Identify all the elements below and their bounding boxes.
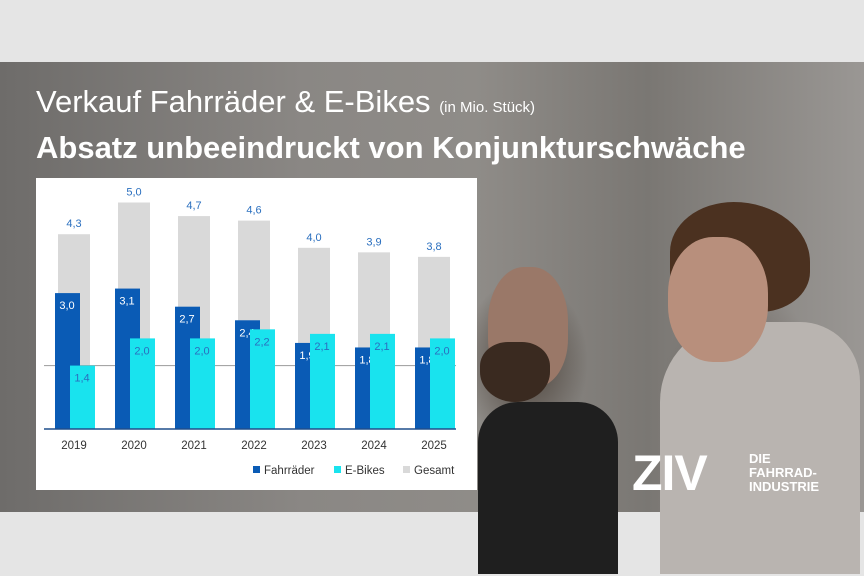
- chart-panel: 4,3 5,0 4,7 4,6 4,0 3,9 3,8 3,0 1,4 2019 3,1 2,0 202…: [36, 178, 477, 490]
- data-label-ebikes: 2,0: [134, 345, 149, 357]
- data-label-ebikes: 1,4: [74, 373, 89, 385]
- data-label-ebikes: 2,0: [194, 345, 209, 357]
- legend-swatch: [334, 466, 341, 473]
- data-label-ebikes: 2,1: [374, 341, 389, 353]
- legend-swatch: [403, 466, 410, 473]
- bar-ebikes: [430, 338, 455, 429]
- x-tick-label: 2021: [181, 440, 207, 452]
- x-tick-label: 2020: [121, 440, 147, 452]
- tagline-line: DIE: [749, 451, 771, 466]
- bar-ebikes: [130, 338, 155, 429]
- photo-person: [660, 322, 860, 574]
- legend-label: Fahrräder: [264, 465, 315, 477]
- bar-ebikes: [250, 329, 275, 429]
- x-tick-label: 2025: [421, 440, 447, 452]
- data-label-fahrraeder: 3,1: [119, 296, 134, 308]
- page-subtitle: Absatz unbeeindruckt von Konjunkturschwä…: [36, 130, 746, 165]
- x-tick-label: 2022: [241, 440, 267, 452]
- data-label-fahrraeder: 3,0: [59, 300, 74, 312]
- photo-person: [668, 237, 768, 362]
- data-label-gesamt: 3,8: [426, 241, 441, 253]
- legend-swatch: [253, 466, 260, 473]
- data-label-ebikes: 2,0: [434, 345, 449, 357]
- legend-label: E-Bikes: [345, 465, 385, 477]
- x-tick-label: 2023: [301, 440, 327, 452]
- title-unit: (in Mio. Stück): [439, 99, 536, 116]
- bar-ebikes: [70, 365, 95, 429]
- x-tick-label: 2019: [61, 440, 87, 452]
- data-label-gesamt: 5,0: [126, 187, 141, 199]
- data-label-gesamt: 3,9: [366, 236, 381, 248]
- bar-ebikes: [370, 333, 395, 429]
- data-label-ebikes: 2,2: [254, 336, 269, 348]
- x-tick-label: 2024: [361, 440, 387, 452]
- data-label-gesamt: 4,6: [246, 205, 261, 217]
- logo-mark: ZIV: [632, 445, 708, 501]
- data-label-ebikes: 2,1: [314, 341, 329, 353]
- title-text: Verkauf Fahrräder & E-Bikes: [36, 84, 431, 119]
- tagline-line: INDUSTRIE: [749, 479, 820, 494]
- photo-person: [480, 342, 550, 402]
- tagline-line: FAHRRAD-: [749, 465, 817, 480]
- data-label-gesamt: 4,7: [186, 200, 201, 212]
- logo-tagline: DIE FAHRRAD- INDUSTRIE: [749, 452, 819, 494]
- data-label-fahrraeder: 2,7: [179, 314, 194, 326]
- bar-ebikes: [190, 338, 215, 429]
- data-label-gesamt: 4,3: [66, 218, 81, 230]
- data-label-gesamt: 4,0: [306, 232, 321, 244]
- page-title: Verkauf Fahrräder & E-Bikes (in Mio. Stü…: [36, 84, 535, 120]
- legend-label: Gesamt: [414, 465, 455, 477]
- photo-person: [478, 402, 618, 574]
- bar-chart: 4,3 5,0 4,7 4,6 4,0 3,9 3,8 3,0 1,4 2019 3,1 2,0 202…: [44, 187, 456, 477]
- bar-ebikes: [310, 333, 335, 429]
